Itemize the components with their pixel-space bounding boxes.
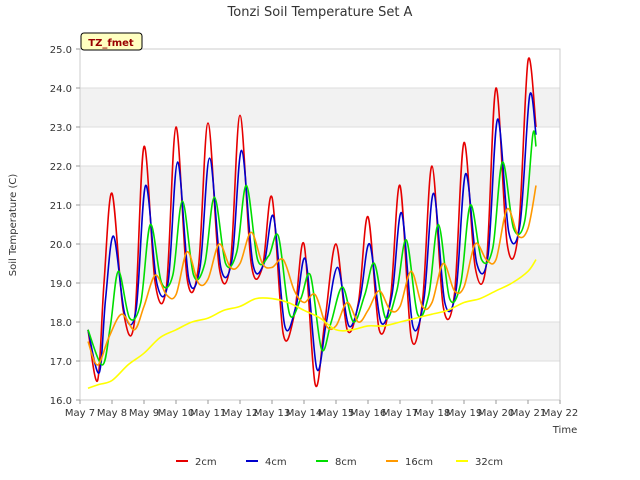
y-tick-label: 22.0	[50, 162, 72, 173]
y-tick-label: 17.0	[50, 357, 72, 368]
x-tick-label: May 17	[382, 408, 419, 419]
legend-label: 16cm	[405, 457, 433, 468]
series-line-32cm	[87, 259, 537, 390]
band	[80, 205, 560, 244]
y-tick-label: 18.0	[50, 318, 72, 329]
x-tick-label: May 19	[446, 408, 483, 419]
tz-annotation-text: TZ_fmet	[88, 38, 134, 49]
band	[80, 127, 560, 166]
band	[80, 49, 560, 88]
x-tick-label: May 12	[222, 408, 259, 419]
plot-frame	[79, 48, 561, 401]
x-tick-label: May 15	[318, 408, 355, 419]
legend-label: 4cm	[265, 457, 287, 468]
y-axis-label: Soil Temperature (C)	[8, 174, 19, 277]
x-tick-label: May 14	[286, 408, 323, 419]
y-tick-label: 23.0	[50, 123, 72, 134]
y-tick-label: 19.0	[50, 279, 72, 290]
series-line-16cm	[87, 185, 537, 366]
series-line-2cm	[87, 57, 537, 388]
chart-title: Tonzi Soil Temperature Set A	[227, 5, 413, 20]
legend-item-2cm: 2cm	[176, 457, 217, 468]
series-line-4cm	[87, 92, 537, 374]
x-tick-label: May 8	[97, 408, 127, 419]
x-tick-label: May 9	[129, 408, 159, 419]
band	[80, 283, 560, 322]
y-tick-label: 25.0	[50, 45, 72, 56]
y-tick-label: 20.0	[50, 240, 72, 251]
legend: 2cm 4cm 8cm 16cm 32cm	[176, 457, 503, 468]
tz-annotation-box	[80, 32, 143, 51]
legend-item-4cm: 4cm	[246, 457, 287, 468]
legend-item-16cm: 16cm	[386, 457, 433, 468]
band	[80, 88, 560, 127]
x-tick-label: May 21	[510, 408, 547, 419]
series-line-8cm	[87, 130, 537, 366]
x-tick-label: May 16	[350, 408, 387, 419]
y-tick-label: 16.0	[50, 396, 72, 407]
x-tick-label: May 13	[254, 408, 291, 419]
y-tick-label: 21.0	[50, 201, 72, 212]
legend-label: 2cm	[195, 457, 217, 468]
x-tick-label: May 20	[478, 408, 515, 419]
x-tick-label: May 7	[65, 408, 95, 419]
legend-label: 32cm	[475, 457, 503, 468]
tz-annotation: TZ_fmet	[80, 32, 143, 51]
legend-label: 8cm	[335, 457, 357, 468]
x-tick-label: May 22	[542, 408, 579, 419]
x-tick-label: May 18	[414, 408, 451, 419]
band	[80, 166, 560, 205]
x-axis-label: Time	[552, 425, 577, 436]
series-lines	[87, 57, 537, 390]
x-tick-label: May 11	[190, 408, 227, 419]
y-tick-label: 24.0	[50, 84, 72, 95]
y-axis-ticks: 16.0 17.0 18.0 19.0 20.0 21.0 22.0 23.0 24.0 25.0	[50, 45, 80, 407]
x-tick-label: May 10	[158, 408, 195, 419]
legend-item-32cm: 32cm	[456, 457, 503, 468]
legend-item-8cm: 8cm	[316, 457, 357, 468]
